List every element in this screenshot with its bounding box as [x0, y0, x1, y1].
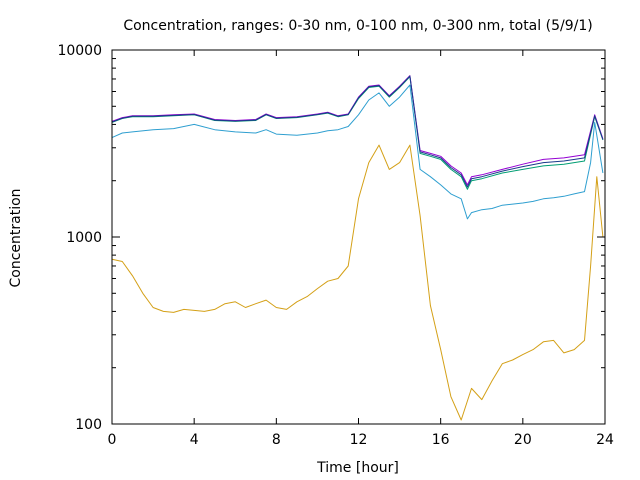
x-axis-label: Time [hour]: [316, 460, 399, 476]
x-tick-label: 20: [514, 432, 532, 448]
x-tick-label: 8: [272, 432, 281, 448]
series-line-0: [111, 144, 604, 421]
x-tick-label: 0: [108, 432, 117, 448]
series-line-2: [111, 76, 604, 190]
series-line-1: [111, 84, 604, 220]
chart-title: Concentration, ranges: 0-30 nm, 0-100 nm…: [123, 18, 592, 34]
plot-series: [111, 75, 604, 421]
y-axis-label: Concentration: [8, 188, 24, 287]
y-tick-label: 1000: [66, 230, 102, 246]
x-tick-label: 4: [190, 432, 199, 448]
plot-frame: [111, 49, 606, 425]
axes-ticks: 0 4 8 12 16 20 24 100 1000 10000: [57, 43, 614, 448]
x-tick-label: 16: [432, 432, 450, 448]
y-tick-label: 10000: [57, 43, 102, 59]
x-tick-label: 12: [350, 432, 368, 448]
x-tick-label: 24: [596, 432, 614, 448]
y-tick-label: 100: [75, 417, 102, 433]
series-line-3: [111, 75, 604, 186]
series-line-4: [111, 75, 604, 188]
